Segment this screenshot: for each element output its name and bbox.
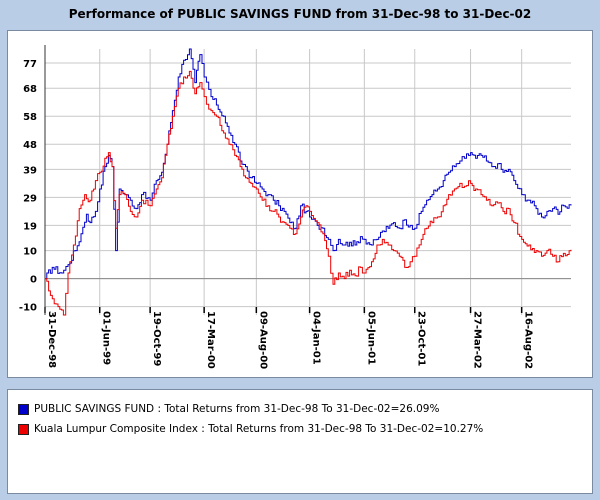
y-tick-label: 68	[23, 84, 37, 95]
legend: PUBLIC SAVINGS FUND : Total Returns from…	[7, 389, 593, 494]
y-tick-label: 48	[23, 140, 37, 151]
chart-title: Performance of PUBLIC SAVINGS FUND from …	[68, 7, 532, 21]
legend-label-fund: PUBLIC SAVINGS FUND : Total Returns from…	[34, 403, 440, 415]
legend-label-klci: Kuala Lumpur Composite Index : Total Ret…	[34, 423, 484, 435]
y-tick-label: -10	[19, 303, 37, 314]
grid-lines	[44, 49, 571, 315]
legend-swatch-fund	[18, 403, 29, 415]
plot-area: 77 68 58 48 39 29 19 10 0 -10 31-Dec-98 01-Jun-99 19…	[19, 45, 572, 369]
series-lines	[45, 48, 572, 316]
axes	[44, 45, 571, 315]
y-tick-label: 77	[23, 59, 37, 70]
x-tick-label: 17-Mar-00	[205, 311, 216, 369]
legend-swatch-klci	[18, 423, 29, 435]
x-tick-label: 23-Oct-01	[416, 311, 427, 366]
series-line-1	[45, 70, 572, 316]
x-tick-label: 01-Jun-99	[101, 311, 112, 365]
x-tick-label: 09-Aug-00	[257, 311, 268, 369]
y-tick-label: 0	[30, 275, 37, 286]
y-tick-label: 29	[23, 193, 37, 204]
y-tick-label: 39	[23, 165, 37, 176]
legend-entry-klci: Kuala Lumpur Composite Index : Total Ret…	[18, 422, 483, 436]
x-tick-label: 27-Mar-02	[472, 311, 483, 369]
x-tick-label: 05-Jun-01	[365, 311, 376, 365]
tick-labels: 77 68 58 48 39 29 19 10 0 -10 31-Dec-98 01-Jun-99 19…	[19, 59, 534, 369]
plot-panel: 77 68 58 48 39 29 19 10 0 -10 31-Dec-98 01-Jun-99 19…	[7, 30, 593, 378]
y-tick-label: 19	[23, 221, 37, 232]
y-tick-label: 10	[23, 247, 37, 258]
legend-entry-fund: PUBLIC SAVINGS FUND : Total Returns from…	[18, 402, 439, 416]
x-tick-label: 19-Oct-99	[151, 311, 162, 366]
x-tick-label: 04-Jan-01	[311, 311, 322, 365]
y-tick-label: 58	[23, 112, 37, 123]
series-line-0	[45, 48, 572, 280]
x-tick-label: 16-Aug-02	[523, 311, 534, 369]
x-tick-label: 31-Dec-98	[46, 311, 57, 368]
